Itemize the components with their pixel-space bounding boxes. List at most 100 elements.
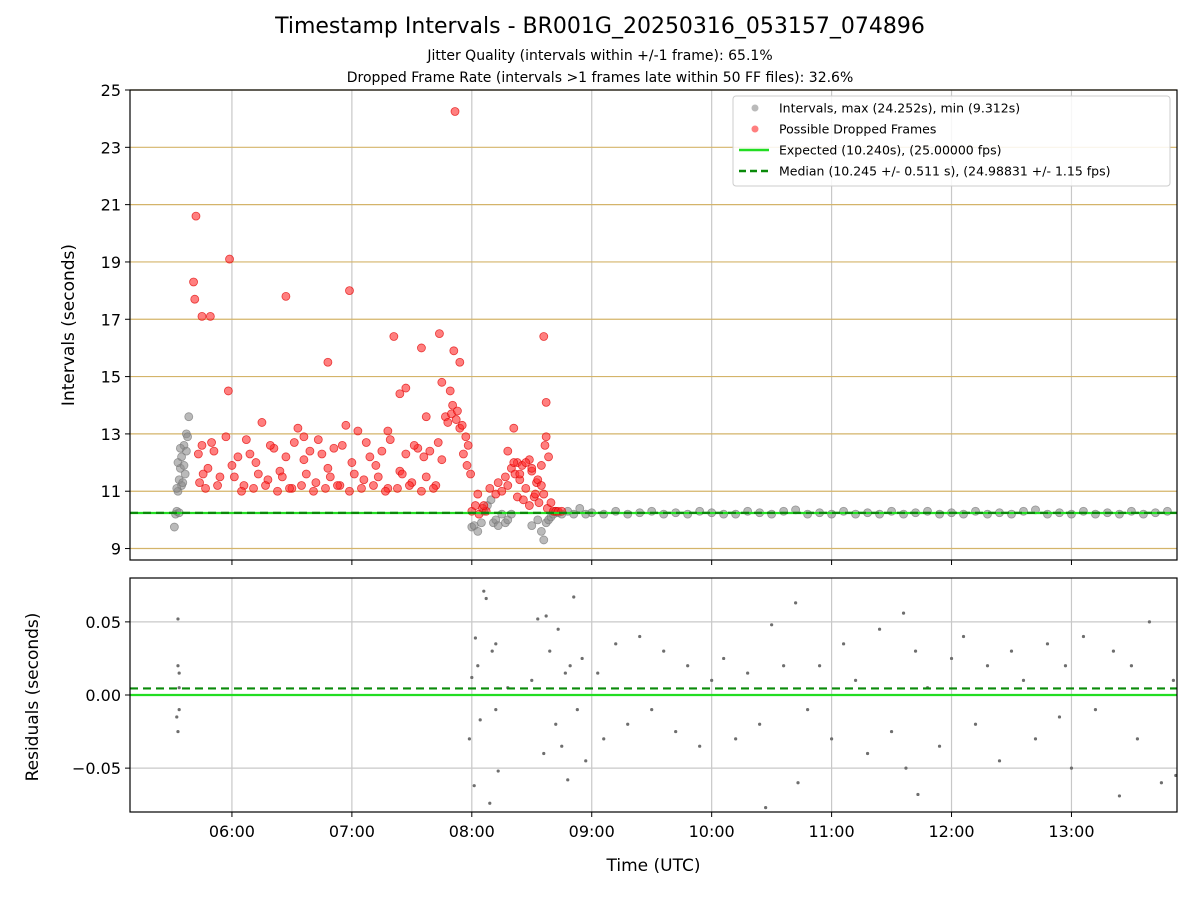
jitter-quality-subtitle: Jitter Quality (intervals within +/-1 fr… bbox=[427, 48, 773, 64]
residual-point bbox=[1009, 649, 1014, 653]
residual-point bbox=[1135, 737, 1140, 741]
residual-point bbox=[806, 708, 810, 712]
residual-point bbox=[1159, 781, 1164, 785]
dropped-frame-point bbox=[383, 426, 393, 436]
interval-point bbox=[172, 483, 182, 493]
residual-point bbox=[638, 634, 642, 639]
residual-point bbox=[482, 589, 486, 593]
residual-point bbox=[536, 617, 540, 621]
dropped-frame-point bbox=[521, 483, 531, 493]
dropped-frame-point bbox=[433, 438, 443, 447]
residual-point bbox=[1093, 708, 1098, 712]
dropped-frame-point bbox=[534, 498, 544, 508]
residual-point bbox=[1033, 737, 1038, 741]
dropped-frame-point bbox=[333, 481, 342, 490]
xtick-label: 13:00 bbox=[1048, 822, 1094, 841]
residual-point bbox=[796, 781, 800, 785]
dropped-frame-point bbox=[385, 435, 395, 445]
dropped-frame-point bbox=[347, 458, 357, 467]
dropped-frame-point bbox=[311, 478, 321, 488]
interval-point bbox=[623, 509, 633, 519]
top-points bbox=[130, 107, 1177, 545]
dropped-frame-point bbox=[293, 423, 303, 433]
dropped-frame-point bbox=[237, 486, 246, 496]
dropped-frame-point bbox=[195, 478, 204, 488]
residual-point bbox=[698, 744, 702, 748]
residual-point bbox=[949, 656, 954, 661]
dropped-frame-point bbox=[536, 481, 546, 490]
residual-point bbox=[865, 751, 870, 756]
top-ytick-label: 25 bbox=[101, 81, 121, 100]
dropped-frame-point bbox=[509, 458, 519, 467]
interval-point bbox=[731, 509, 741, 519]
dropped-frame-point bbox=[257, 418, 267, 427]
xtick-label: 09:00 bbox=[569, 822, 615, 841]
dropped-frame-point bbox=[451, 415, 461, 424]
interval-point bbox=[899, 509, 908, 519]
interval-point bbox=[179, 461, 189, 470]
dropped-frame-point bbox=[509, 423, 519, 433]
residual-point bbox=[973, 722, 978, 726]
interval-point bbox=[599, 509, 609, 519]
residual-point bbox=[913, 649, 918, 653]
bottom-ytick-label: 0.00 bbox=[85, 686, 121, 705]
dropped-frame-point bbox=[435, 329, 444, 338]
residual-point bbox=[614, 642, 618, 646]
residual-point bbox=[916, 792, 920, 797]
dropped-frame-point bbox=[353, 426, 363, 436]
residual-point bbox=[1111, 649, 1116, 653]
residual-point bbox=[818, 664, 822, 668]
dropped-frame-point bbox=[197, 440, 207, 450]
dropped-frame-point bbox=[515, 469, 525, 479]
interval-point bbox=[169, 522, 179, 532]
dropped-frame-point bbox=[530, 489, 540, 499]
residual-point bbox=[904, 766, 908, 770]
interval-point bbox=[536, 526, 546, 536]
dropped-frame-point bbox=[473, 489, 483, 499]
dropped-frame-point bbox=[345, 286, 354, 296]
residual-point bbox=[494, 642, 498, 646]
dropped-frame-point bbox=[377, 446, 387, 456]
dropped-frame-point bbox=[229, 472, 239, 482]
interval-point bbox=[959, 509, 968, 519]
residual-point bbox=[937, 744, 942, 748]
top-ytick-label: 13 bbox=[101, 425, 121, 444]
dropped-frame-point bbox=[449, 346, 459, 356]
residual-point bbox=[662, 649, 666, 653]
dropped-frame-point bbox=[198, 469, 208, 479]
residual-point bbox=[686, 664, 690, 668]
dropped-frame-point bbox=[536, 461, 546, 470]
dropped-frame-point bbox=[201, 483, 210, 493]
residual-point bbox=[1129, 664, 1134, 668]
residual-point bbox=[494, 708, 498, 712]
dropped-frame-point bbox=[349, 469, 359, 479]
interval-point bbox=[1007, 509, 1016, 519]
dropped-frame-point bbox=[401, 383, 411, 393]
interval-point bbox=[539, 535, 549, 545]
residual-point bbox=[853, 678, 858, 682]
residual-point bbox=[710, 678, 714, 682]
dropped-frame-point bbox=[389, 332, 399, 341]
residual-point bbox=[554, 722, 558, 726]
residual-point bbox=[1147, 620, 1152, 624]
interval-point bbox=[533, 515, 543, 525]
dropped-frame-point bbox=[463, 440, 473, 450]
residual-point bbox=[764, 806, 768, 810]
residual-point bbox=[782, 664, 786, 668]
residual-point bbox=[548, 649, 552, 653]
dropped-frame-point bbox=[544, 452, 553, 462]
dropped-frame-point bbox=[301, 469, 311, 479]
dropped-frame-point bbox=[325, 472, 335, 482]
residual-point bbox=[575, 708, 579, 712]
legend-label: Median (10.245 +/- 0.511 s), (24.98831 +… bbox=[779, 164, 1110, 179]
dropped-frame-point bbox=[227, 461, 237, 470]
dropped-frame-point bbox=[253, 469, 263, 479]
residual-point bbox=[901, 611, 906, 615]
residual-point bbox=[568, 664, 572, 668]
dropped-frame-point bbox=[221, 432, 231, 442]
residual-point bbox=[472, 784, 476, 788]
dropped-frame-point bbox=[417, 343, 426, 353]
dropped-frame-point bbox=[299, 455, 309, 465]
interval-point bbox=[178, 478, 188, 488]
dropped-frame-point bbox=[493, 478, 503, 488]
